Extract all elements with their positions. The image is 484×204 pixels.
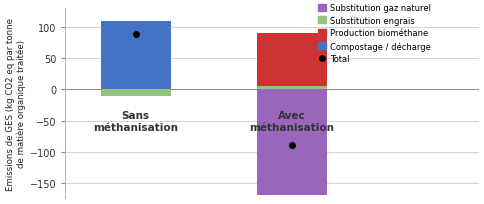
Bar <box>100 90 170 96</box>
Bar <box>256 87 326 90</box>
Bar <box>100 22 170 90</box>
Bar <box>256 90 326 195</box>
Text: Sans
méthanisation: Sans méthanisation <box>93 110 178 132</box>
Legend: Substitution gaz naturel, Substitution engrais, Production biométhane, Compostag: Substitution gaz naturel, Substitution e… <box>318 4 431 64</box>
Y-axis label: Emissions de GES (kg CO2 eq par tonne
de matière organique traitée): Emissions de GES (kg CO2 eq par tonne de… <box>5 18 26 190</box>
Bar <box>256 34 326 90</box>
Text: Avec
méthanisation: Avec méthanisation <box>249 110 334 132</box>
